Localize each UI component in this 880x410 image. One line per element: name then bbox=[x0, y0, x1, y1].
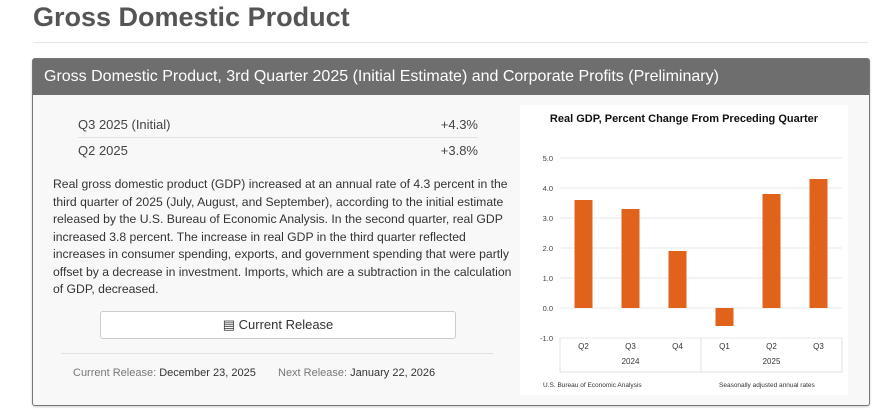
y-tick-label: -1.0 bbox=[540, 334, 553, 343]
current-release-button[interactable]: ▤ Current Release bbox=[100, 311, 456, 339]
bar bbox=[668, 251, 687, 308]
x-group-label: 2024 bbox=[622, 357, 640, 366]
chart-title: Real GDP, Percent Change From Preceding … bbox=[550, 113, 819, 125]
stat-row: Q2 2025 +3.8% bbox=[78, 138, 478, 163]
newspaper-icon: ▤ bbox=[222, 317, 235, 332]
stat-value: +4.3% bbox=[440, 117, 478, 132]
stat-label: Q3 2025 (Initial) bbox=[78, 117, 171, 132]
bar bbox=[621, 209, 640, 308]
description: Real gross domestic product (GDP) increa… bbox=[53, 177, 512, 296]
button-label: Current Release bbox=[238, 317, 334, 332]
x-group-label: 2025 bbox=[763, 357, 781, 366]
y-tick-label: 3.0 bbox=[543, 214, 553, 223]
y-tick-label: 1.0 bbox=[543, 274, 553, 283]
x-tick-label: Q2 bbox=[766, 342, 777, 351]
next-release-date: Next Release: January 22, 2026 bbox=[278, 367, 436, 379]
chart-source: U.S. Bureau of Economic Analysis bbox=[543, 382, 642, 389]
bar bbox=[809, 179, 828, 308]
stat-row: Q3 2025 (Initial) +4.3% bbox=[78, 112, 478, 138]
x-tick-label: Q3 bbox=[813, 342, 824, 351]
x-tick-label: Q1 bbox=[719, 342, 730, 351]
y-tick-label: 0.0 bbox=[543, 304, 553, 313]
divider bbox=[61, 353, 493, 354]
divider bbox=[33, 42, 868, 43]
current-release-date: Current Release: December 23, 2025 bbox=[73, 367, 256, 379]
x-tick-label: Q4 bbox=[672, 342, 683, 351]
x-tick-label: Q3 bbox=[625, 342, 636, 351]
chart-svg: Real GDP, Percent Change From Preceding … bbox=[540, 113, 843, 389]
gdp-chart: Real GDP, Percent Change From Preceding … bbox=[520, 105, 848, 395]
panel-header: Gross Domestic Product, 3rd Quarter 2025… bbox=[33, 59, 869, 95]
bar bbox=[762, 194, 781, 308]
stat-label: Q2 2025 bbox=[78, 143, 128, 158]
bar bbox=[574, 200, 593, 308]
y-tick-label: 2.0 bbox=[543, 244, 553, 253]
bar bbox=[715, 308, 734, 326]
stat-value: +3.8% bbox=[440, 143, 478, 158]
y-tick-label: 5.0 bbox=[543, 154, 553, 163]
chart-note: Seasonally adjusted annual rates bbox=[719, 382, 816, 389]
page-title: Gross Domestic Product bbox=[33, 2, 350, 32]
y-tick-label: 4.0 bbox=[543, 184, 553, 193]
gdp-panel: Gross Domestic Product, 3rd Quarter 2025… bbox=[32, 58, 870, 406]
x-tick-label: Q2 bbox=[578, 342, 589, 351]
